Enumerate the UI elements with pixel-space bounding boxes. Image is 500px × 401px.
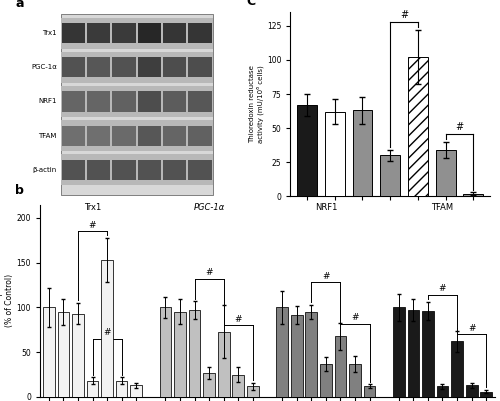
Bar (87, 57, 110, 77)
Text: #: # (456, 122, 464, 132)
Bar (138, 57, 161, 77)
Text: C: C (246, 0, 256, 8)
Bar (112, 91, 136, 111)
Bar (61, 86, 212, 117)
Bar (112, 23, 136, 43)
Text: #: # (104, 328, 111, 337)
Bar (62, 23, 85, 43)
Bar (130, 385, 142, 397)
Text: NRF1: NRF1 (38, 99, 57, 105)
Text: #: # (400, 10, 408, 20)
Bar (87, 23, 110, 43)
Bar (436, 150, 456, 196)
Bar (276, 308, 288, 397)
Bar (334, 336, 346, 397)
Y-axis label: Thioredoxin reductase
activity (mU/10⁶ cells): Thioredoxin reductase activity (mU/10⁶ c… (250, 65, 264, 143)
Bar (61, 154, 212, 185)
Bar (61, 14, 212, 194)
Bar (62, 160, 85, 180)
Bar (232, 375, 244, 397)
Bar (364, 386, 376, 397)
Bar (138, 126, 161, 146)
Bar (291, 315, 302, 397)
Y-axis label: Relative expression
(% of Control): Relative expression (% of Control) (0, 263, 14, 338)
Text: #: # (234, 314, 242, 324)
Bar (174, 312, 186, 397)
Text: PGC-1α: PGC-1α (194, 203, 225, 212)
Bar (188, 91, 212, 111)
Bar (112, 57, 136, 77)
Bar (62, 91, 85, 111)
Bar (116, 381, 128, 397)
Text: Trx1: Trx1 (84, 203, 101, 212)
Bar (43, 308, 54, 397)
Text: b: b (15, 184, 24, 197)
Bar (138, 160, 161, 180)
Bar (408, 310, 419, 397)
Bar (86, 381, 99, 397)
Bar (163, 126, 186, 146)
Bar (62, 126, 85, 146)
Bar (436, 386, 448, 397)
Bar (61, 120, 212, 151)
Text: #: # (468, 324, 475, 332)
Bar (62, 57, 85, 77)
Bar (325, 112, 345, 196)
Bar (464, 194, 483, 196)
Bar (61, 52, 212, 83)
Text: #: # (206, 268, 213, 277)
Bar (204, 373, 215, 397)
Bar (352, 110, 372, 196)
Bar (163, 23, 186, 43)
Bar (188, 160, 212, 180)
Bar (188, 57, 212, 77)
Text: TFAM: TFAM (38, 133, 57, 139)
Text: #: # (322, 271, 330, 281)
Bar (480, 392, 492, 397)
Text: TFAM: TFAM (432, 203, 454, 212)
Text: #: # (89, 221, 96, 230)
Text: NRF1: NRF1 (314, 203, 337, 212)
Bar (422, 311, 434, 397)
Bar (247, 386, 259, 397)
Text: High Glucose: High Glucose (408, 277, 455, 284)
Text: #: # (351, 313, 359, 322)
Bar (72, 314, 84, 397)
Bar (466, 385, 477, 397)
Bar (349, 364, 361, 397)
Text: a: a (15, 0, 24, 10)
Bar (87, 91, 110, 111)
Text: β-actin: β-actin (32, 167, 57, 173)
Bar (163, 57, 186, 77)
Bar (61, 18, 212, 49)
Bar (112, 126, 136, 146)
Bar (138, 23, 161, 43)
Bar (451, 342, 463, 397)
Bar (163, 160, 186, 180)
Bar (188, 126, 212, 146)
Bar (58, 312, 69, 397)
Bar (188, 23, 212, 43)
Bar (218, 332, 230, 397)
Bar (188, 310, 200, 397)
Bar (163, 91, 186, 111)
Bar (320, 364, 332, 397)
Text: #: # (439, 284, 446, 293)
Bar (112, 160, 136, 180)
Bar (160, 308, 171, 397)
Bar (87, 126, 110, 146)
Bar (408, 57, 428, 196)
Bar (138, 91, 161, 111)
Bar (101, 260, 113, 397)
Bar (306, 312, 317, 397)
Bar (297, 105, 317, 196)
Text: PGC-1α: PGC-1α (31, 65, 57, 70)
Bar (380, 156, 400, 196)
Text: Trx1: Trx1 (42, 30, 57, 36)
Bar (87, 160, 110, 180)
Bar (393, 308, 404, 397)
